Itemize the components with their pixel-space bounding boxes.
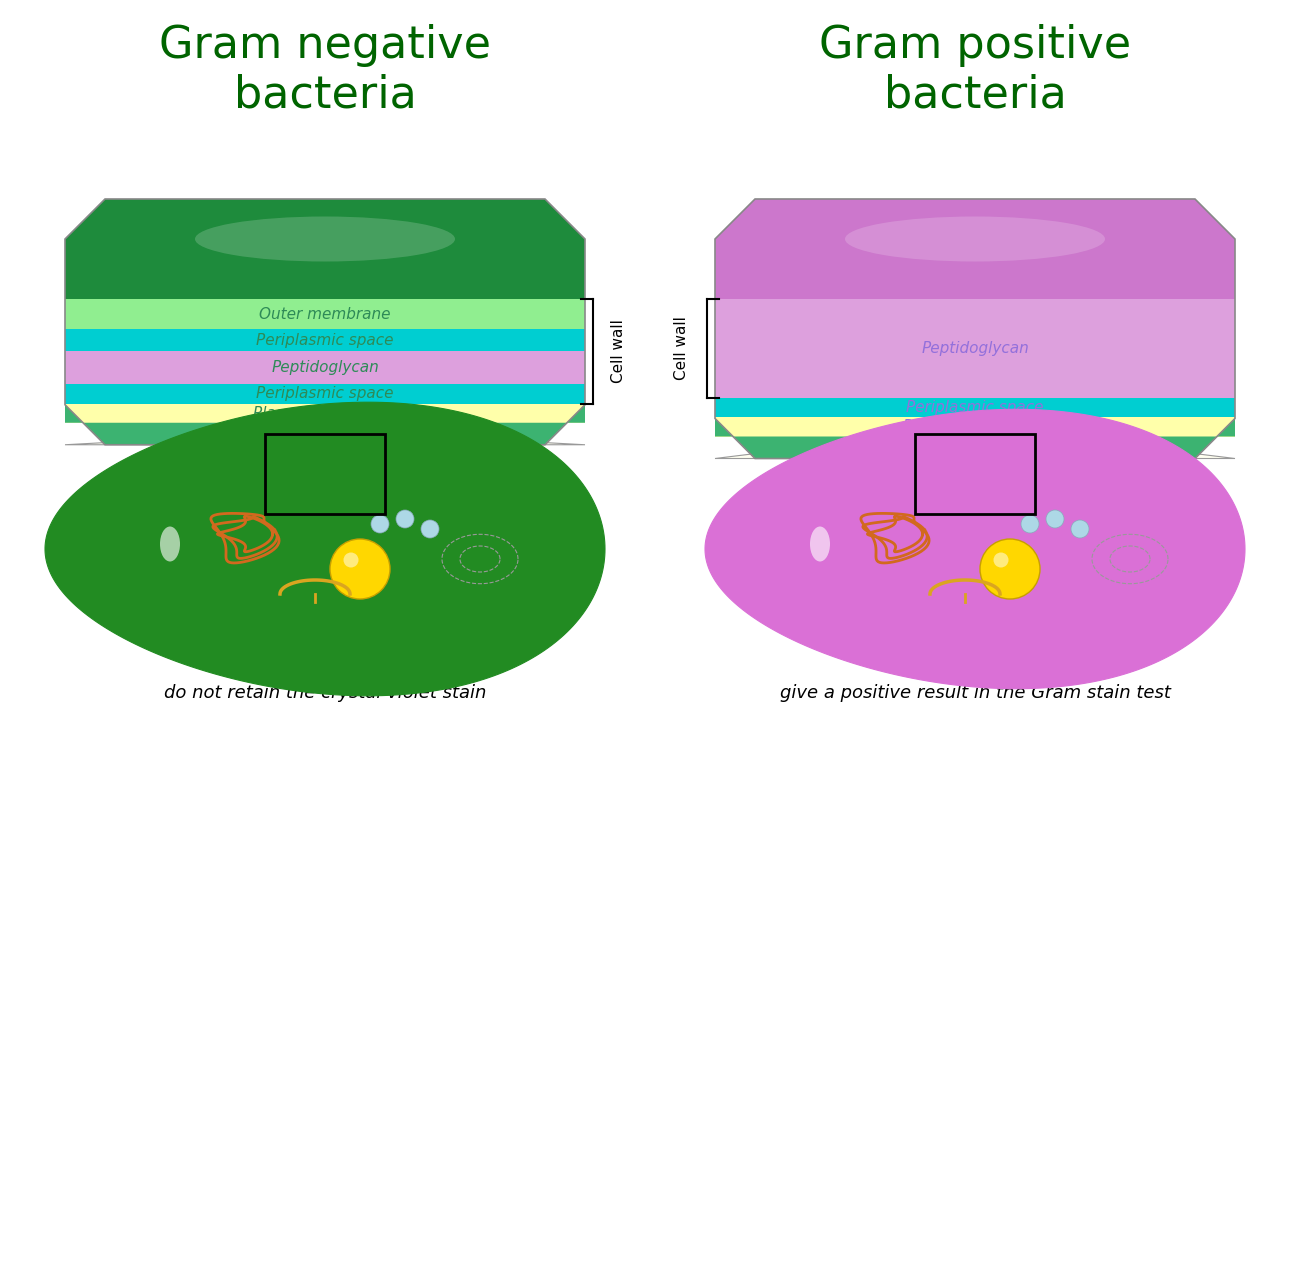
Polygon shape (60, 414, 590, 684)
Polygon shape (715, 398, 1235, 417)
Text: Cytoplasm: Cytoplasm (935, 440, 1015, 455)
Circle shape (421, 521, 439, 538)
Circle shape (370, 515, 389, 533)
Polygon shape (767, 455, 1183, 642)
Ellipse shape (160, 527, 179, 561)
Text: Periplasmic space: Periplasmic space (906, 400, 1044, 416)
Polygon shape (101, 448, 549, 650)
Text: Cell wall: Cell wall (673, 317, 689, 380)
Polygon shape (65, 404, 585, 445)
Polygon shape (65, 329, 585, 352)
Circle shape (330, 538, 390, 599)
Text: give a positive result in the Gram stain test: give a positive result in the Gram stain… (780, 684, 1170, 702)
Polygon shape (65, 403, 585, 423)
Polygon shape (715, 434, 1235, 458)
Circle shape (980, 538, 1040, 599)
Text: Cell wall: Cell wall (611, 320, 627, 384)
Polygon shape (46, 402, 605, 696)
Circle shape (1071, 521, 1089, 538)
Ellipse shape (845, 216, 1105, 261)
Ellipse shape (195, 216, 455, 261)
Circle shape (343, 553, 359, 568)
Polygon shape (796, 477, 1154, 620)
Ellipse shape (810, 527, 829, 561)
Polygon shape (781, 466, 1169, 632)
Polygon shape (705, 409, 1245, 688)
Polygon shape (129, 469, 521, 629)
Polygon shape (715, 200, 1235, 299)
Polygon shape (65, 299, 585, 329)
Circle shape (1020, 515, 1039, 533)
Polygon shape (715, 417, 1235, 436)
Polygon shape (65, 434, 585, 445)
Polygon shape (731, 430, 1219, 669)
Text: Periplasmic space: Periplasmic space (256, 386, 394, 402)
Circle shape (993, 553, 1009, 568)
Polygon shape (114, 458, 536, 640)
Polygon shape (65, 200, 585, 299)
Text: Plasma membrane: Plasma membrane (254, 405, 396, 421)
Text: Periplasmic space: Periplasmic space (256, 333, 394, 348)
Text: Peptidoglycan: Peptidoglycan (272, 361, 378, 375)
Text: Gram positive
bacteria: Gram positive bacteria (819, 24, 1131, 116)
Circle shape (1046, 510, 1063, 528)
Polygon shape (715, 418, 1235, 458)
Polygon shape (753, 445, 1197, 654)
Text: Plasma membrane: Plasma membrane (903, 420, 1046, 435)
Polygon shape (715, 299, 1235, 398)
Bar (265, 434, 385, 514)
Text: do not retain the crystal violet stain: do not retain the crystal violet stain (164, 684, 486, 702)
Polygon shape (73, 426, 577, 673)
Bar (915, 434, 1035, 514)
Polygon shape (87, 436, 563, 661)
Polygon shape (65, 352, 585, 384)
Text: Peptidoglycan: Peptidoglycan (922, 341, 1028, 356)
Text: Outer membrane: Outer membrane (259, 307, 391, 321)
Circle shape (396, 510, 413, 528)
Text: Gram negative
bacteria: Gram negative bacteria (159, 24, 491, 116)
Text: Cytoplasm: Cytoplasm (285, 426, 365, 441)
Polygon shape (65, 384, 585, 403)
